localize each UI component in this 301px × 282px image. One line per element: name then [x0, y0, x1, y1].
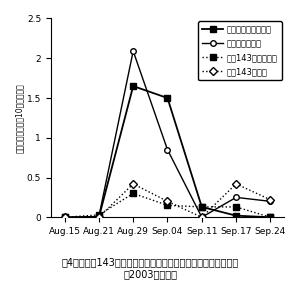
フクユタカ普通期値 — [63, 215, 67, 219]
九州143号普通期値 — [97, 213, 101, 217]
九州143号普通期値 — [200, 205, 203, 209]
Legend: フクユタカ普通期値, フクユタカ遅値, 九州143号普通期値, 九州143号遅値: フクユタカ普通期値, フクユタカ遅値, 九州143号普通期値, 九州143号遅値 — [198, 21, 282, 80]
九州143号遅値 — [166, 200, 169, 203]
フクユタカ普通期値 — [97, 215, 101, 219]
フクユタカ普通期値 — [166, 96, 169, 100]
Text: 围4．　九州143号とフクユタカにおける孵化幼虫集団数の推移
（2003年の例）: 围4． 九州143号とフクユタカにおける孵化幼虫集団数の推移 （2003年の例） — [62, 257, 239, 279]
フクユタカ遅値 — [97, 215, 101, 218]
フクユタカ遅値 — [131, 49, 135, 53]
フクユタカ遅値 — [268, 200, 272, 203]
フクユタカ普通期値 — [131, 84, 135, 88]
九州143号普通期値 — [268, 215, 272, 219]
Y-axis label: 孵化幼虫集団数（10㎡当たり）: 孵化幼虫集団数（10㎡当たり） — [15, 83, 24, 153]
九州143号普通期値 — [234, 205, 238, 209]
九州143号遅値 — [131, 182, 135, 186]
Line: 九州143号遅値: 九州143号遅値 — [62, 181, 273, 220]
九州143号普通期値 — [131, 192, 135, 195]
Line: フクユタカ遅値: フクユタカ遅値 — [62, 48, 273, 220]
フクユタカ普通期値 — [268, 215, 272, 219]
九州143号普通期値 — [166, 204, 169, 207]
九州143号遅値 — [234, 182, 238, 186]
フクユタカ遅値 — [166, 148, 169, 151]
Line: フクユタカ普通期値: フクユタカ普通期値 — [62, 83, 273, 220]
九州143号遅値 — [268, 198, 272, 201]
九州143号普通期値 — [63, 215, 67, 219]
フクユタカ普通期値 — [234, 214, 238, 217]
フクユタカ遅値 — [63, 215, 67, 219]
九州143号遅値 — [63, 215, 67, 219]
九州143号遅値 — [97, 215, 101, 219]
フクユタカ遅値 — [234, 196, 238, 199]
九州143号遅値 — [200, 215, 203, 219]
Line: 九州143号普通期値: 九州143号普通期値 — [62, 191, 273, 220]
フクユタカ普通期値 — [200, 205, 203, 209]
フクユタカ遅値 — [200, 215, 203, 219]
